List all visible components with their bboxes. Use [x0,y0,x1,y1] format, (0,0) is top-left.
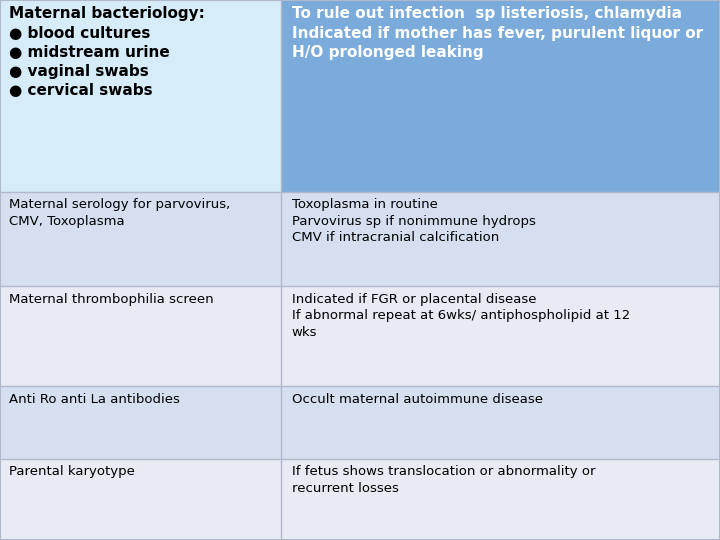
Bar [0,286,281,386]
Text: Occult maternal autoimmune disease: Occult maternal autoimmune disease [292,393,543,406]
Bar [0,459,281,540]
Text: Maternal serology for parvovirus,
CMV, Toxoplasma: Maternal serology for parvovirus, CMV, T… [9,198,230,228]
Bar [0,386,281,459]
Text: Indicated if FGR or placental disease
If abnormal repeat at 6wks/ antiphospholip: Indicated if FGR or placental disease If… [292,293,630,339]
Text: Maternal thrombophilia screen: Maternal thrombophilia screen [9,293,213,306]
Text: Maternal bacteriology:
● blood cultures
● midstream urine
● vaginal swabs
● cerv: Maternal bacteriology: ● blood cultures … [9,6,204,98]
Text: Anti Ro anti La antibodies: Anti Ro anti La antibodies [9,393,179,406]
Bar [0,0,281,192]
Text: Parental karyotype: Parental karyotype [9,465,135,478]
Bar [281,0,720,192]
Text: If fetus shows translocation or abnormality or
recurrent losses: If fetus shows translocation or abnormal… [292,465,595,495]
Text: Toxoplasma in routine
Parvovirus sp if nonimmune hydrops
CMV if intracranial cal: Toxoplasma in routine Parvovirus sp if n… [292,198,536,244]
Bar [0,192,281,286]
Bar [281,286,720,386]
Bar [281,459,720,540]
Text: To rule out infection  sp listeriosis, chlamydia
Indicated if mother has fever, : To rule out infection sp listeriosis, ch… [292,6,703,60]
Bar [281,192,720,286]
Bar [281,386,720,459]
